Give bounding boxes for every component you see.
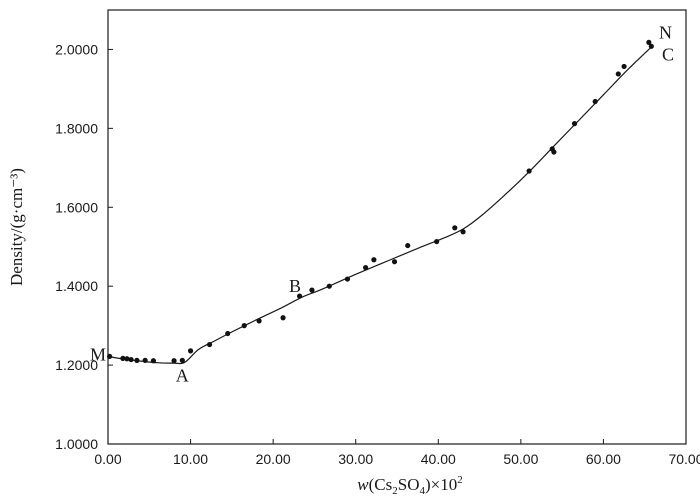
x-tick-label: 60.00 [586, 451, 621, 467]
point-label-c: C [662, 44, 674, 64]
x-axis-title-close: )×10 [425, 475, 457, 494]
x-axis-title-mid: SO [398, 475, 420, 494]
axes [107, 9, 687, 445]
data-point [296, 293, 303, 299]
y-tick-label: 1.2000 [55, 357, 98, 373]
x-axis-title-sub1: 2 [392, 485, 398, 497]
x-axis-title-open: (Cs [369, 475, 393, 494]
y-tick-label: 1.6000 [55, 199, 98, 215]
data-point [551, 149, 557, 155]
data-point [241, 323, 247, 329]
data-point [124, 356, 130, 362]
point-label-b: B [289, 276, 301, 296]
data-point [134, 357, 140, 363]
data-point [621, 63, 627, 70]
data-point [225, 330, 231, 337]
fitted-curve-line [107, 45, 654, 365]
x-axis-title: w(Cs2SO4)×102 [357, 474, 462, 497]
annotations-layer: M A B NC [90, 22, 674, 385]
data-point [648, 43, 654, 49]
point-label-a: A [176, 365, 189, 385]
data-point [405, 242, 411, 249]
data-point [434, 238, 440, 245]
data-point [120, 355, 126, 361]
data-point [206, 341, 213, 348]
fitted-curve-layer [107, 45, 654, 365]
x-tick-label: 50.00 [503, 451, 538, 467]
y-tick-label: 2.0000 [55, 41, 98, 57]
data-point [179, 357, 185, 363]
y-tick-label: 1.4000 [55, 278, 98, 294]
data-point [363, 265, 369, 271]
data-point [344, 276, 351, 282]
data-point [142, 357, 148, 363]
data-point [646, 39, 652, 45]
point-label-m: M [90, 344, 106, 364]
plot-frame [107, 9, 687, 445]
data-point [592, 98, 598, 105]
data-point [309, 287, 315, 293]
data-points-layer [107, 39, 654, 364]
data-point [150, 358, 157, 364]
x-tick-label: 30.00 [338, 451, 373, 467]
x-axis-title-sub2: 4 [419, 485, 425, 497]
data-point [615, 71, 621, 77]
data-point [171, 358, 177, 364]
data-point [452, 225, 458, 231]
x-tick-label: 40.00 [421, 451, 456, 467]
data-point [326, 283, 332, 289]
x-axis-title-prefix: w [357, 475, 369, 494]
point-label-n: N [659, 22, 672, 42]
data-point [187, 348, 194, 354]
data-point [371, 257, 377, 263]
data-point [526, 168, 532, 174]
data-point [460, 229, 466, 235]
x-tick-label: 10.00 [173, 451, 208, 467]
data-point [571, 121, 578, 127]
data-point [256, 318, 262, 324]
y-axis-title: Density/(g·cm⁻³) [7, 168, 26, 286]
x-tick-label: 0.00 [94, 451, 121, 467]
data-point [107, 353, 113, 360]
data-point [128, 356, 134, 363]
x-axis-title-sup: 2 [457, 474, 463, 486]
x-tick-label: 70.00 [668, 451, 700, 467]
data-point [391, 259, 398, 265]
y-tick-label: 1.8000 [55, 120, 98, 136]
y-tick-label: 1.0000 [55, 436, 98, 452]
ticks: 0.00 10.00 20.00 30.00 40.00 50.00 60.00 70.00 1… [55, 41, 700, 467]
x-tick-label: 20.00 [256, 451, 291, 467]
data-point [280, 315, 286, 321]
